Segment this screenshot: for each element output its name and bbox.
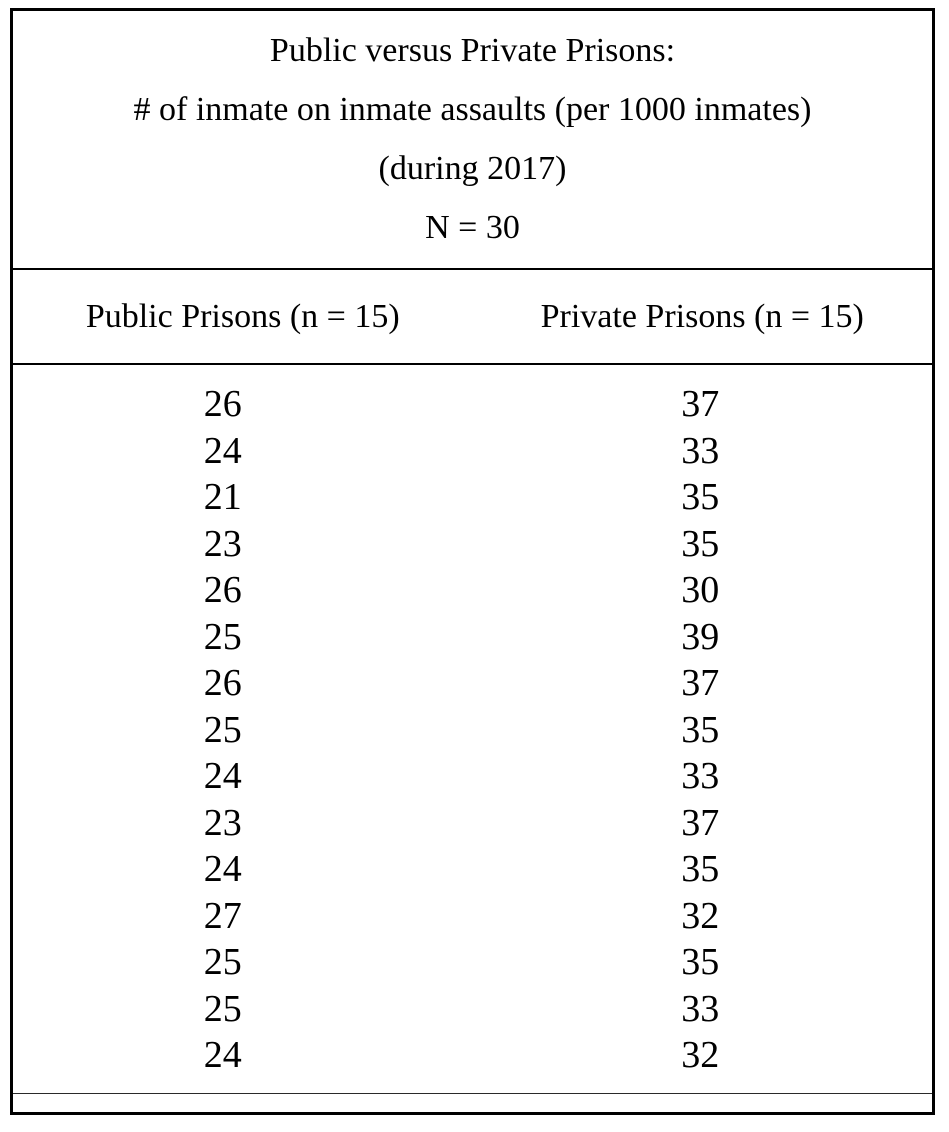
value-cell: 24 xyxy=(203,755,242,797)
value-cell: 25 xyxy=(203,941,242,983)
value-cell: 23 xyxy=(203,522,242,565)
value-cell: 37 xyxy=(681,383,720,425)
private-values-column: 37 33 35 35 30 39 37 35 33 37 35 32 35 33 32 xyxy=(473,381,933,1093)
value-cell: 25 xyxy=(203,987,242,1030)
value-cell: 30 xyxy=(681,569,720,611)
title-block: Public versus Private Prisons: # of inma… xyxy=(13,11,932,270)
value-cell: 25 xyxy=(203,708,242,751)
value-cell: 26 xyxy=(203,569,242,611)
value-cell: 35 xyxy=(681,522,720,565)
value-cell: 35 xyxy=(681,708,720,751)
value-cell: 37 xyxy=(681,662,720,704)
title-line-1: Public versus Private Prisons: xyxy=(269,32,676,70)
value-cell: 37 xyxy=(681,801,720,844)
value-cell: 33 xyxy=(681,755,720,797)
value-cell: 32 xyxy=(681,894,720,937)
title-line-2: # of inmate on inmate assaults (per 1000… xyxy=(133,91,812,129)
value-cell: 32 xyxy=(681,1034,720,1076)
value-cell: 24 xyxy=(203,429,242,472)
public-prisons-header: Public Prisons (n = 15) xyxy=(85,297,400,335)
data-block: 26 24 21 23 26 25 26 25 24 23 24 27 25 25 24 37 33 35 35 3… xyxy=(13,365,932,1093)
private-prisons-header: Private Prisons (n = 15) xyxy=(540,297,864,335)
table-outer-border: Public versus Private Prisons: # of inma… xyxy=(10,8,935,1115)
value-cell: 35 xyxy=(681,848,720,890)
value-cell: 25 xyxy=(203,615,242,658)
value-cell: 39 xyxy=(681,615,720,658)
value-cell: 27 xyxy=(203,894,242,937)
value-cell: 23 xyxy=(203,801,242,844)
value-cell: 24 xyxy=(203,848,242,890)
value-cell: 35 xyxy=(681,941,720,983)
value-cell: 33 xyxy=(681,429,720,472)
value-cell: 26 xyxy=(203,662,242,704)
value-cell: 26 xyxy=(203,383,242,425)
column-header-row: Public Prisons (n = 15) Private Prisons … xyxy=(13,270,932,365)
value-cell: 24 xyxy=(203,1034,242,1076)
title-line-4: N = 30 xyxy=(425,209,520,247)
value-cell: 33 xyxy=(681,987,720,1030)
value-cell: 35 xyxy=(681,476,720,518)
title-line-3: (during 2017) xyxy=(378,150,567,188)
public-values-column: 26 24 21 23 26 25 26 25 24 23 24 27 25 25 24 xyxy=(13,381,473,1093)
value-cell: 21 xyxy=(203,476,242,518)
footer-strip xyxy=(13,1093,932,1112)
